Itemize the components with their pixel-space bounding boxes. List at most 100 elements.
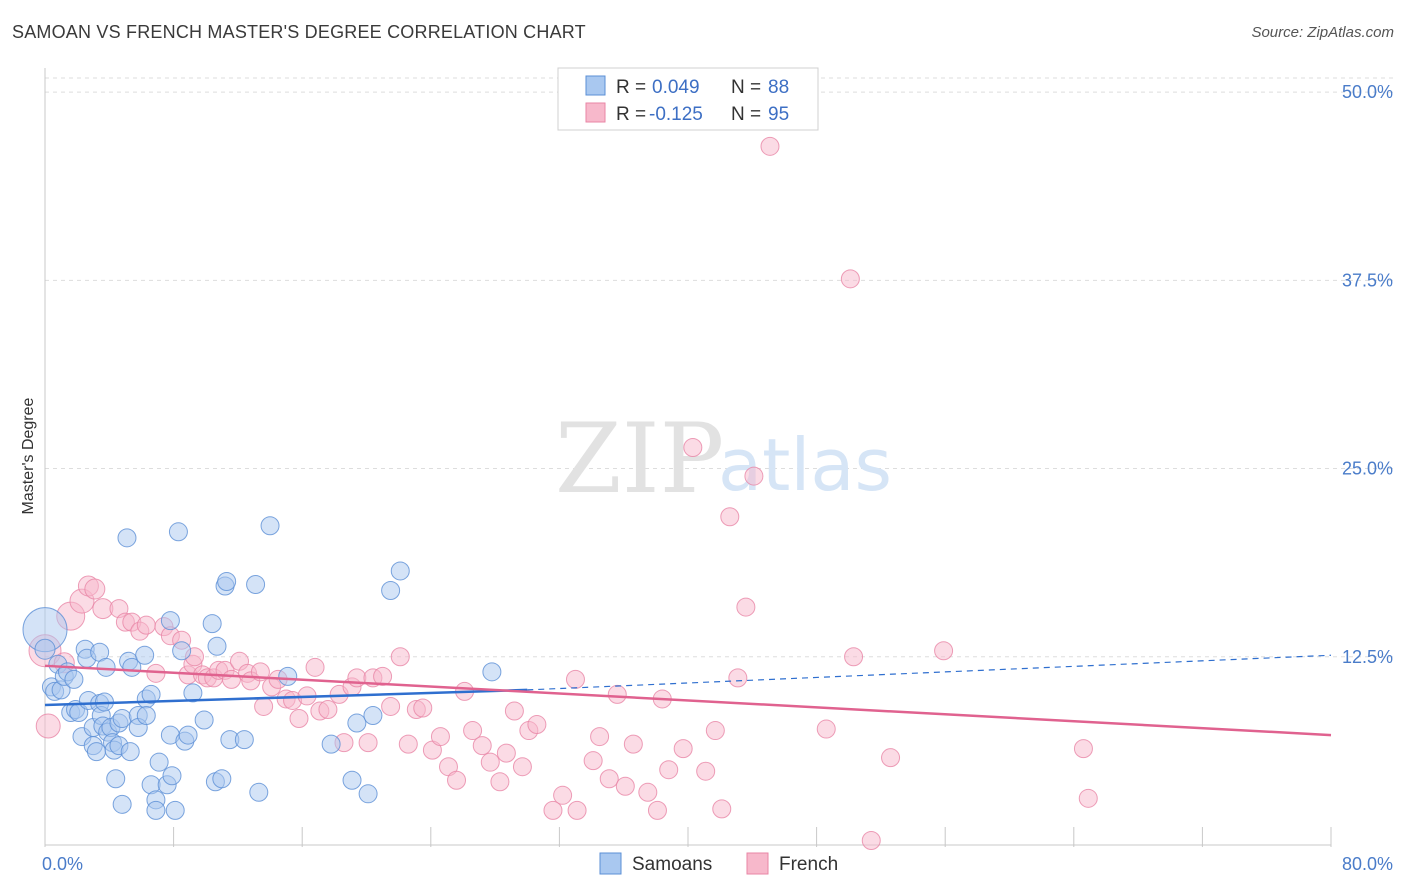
samoans-point-73: [347, 713, 367, 733]
samoans-point-46: [146, 800, 166, 820]
samoans-point-72: [342, 770, 362, 790]
french-point-69: [567, 800, 587, 820]
samoans-point-18: [86, 742, 106, 762]
watermark-atlas: atlas: [718, 423, 892, 507]
french-point-79: [659, 760, 679, 780]
french-point-51: [413, 698, 433, 718]
samoans-trend-line: [44, 688, 528, 707]
samoans-point-47: [149, 752, 169, 772]
french-point-91: [844, 647, 864, 667]
watermark: ZIP atlas: [555, 403, 892, 515]
legend-n-value-samoans: 88: [768, 77, 789, 98]
french-point-59: [480, 752, 500, 772]
legend-swatch-samoans: [585, 75, 606, 96]
bottom-legend-swatch-french: [746, 852, 769, 875]
french-point-82: [696, 761, 716, 781]
french-point-60: [490, 772, 510, 792]
french-point-1: [35, 713, 61, 739]
samoans-point-40: [135, 645, 155, 665]
x-tick-label-1: 80.0%: [1342, 854, 1393, 874]
samoans-point-9: [64, 669, 84, 689]
french-point-37: [305, 657, 325, 677]
samoans-point-64: [217, 571, 237, 591]
french-point-83: [705, 721, 725, 741]
french-point-75: [623, 734, 643, 754]
y-axis-title: Master's Degree: [20, 397, 37, 514]
french-point-61: [496, 743, 516, 763]
french-point-92: [840, 269, 860, 289]
french-point-80: [673, 739, 693, 759]
french-point-6: [84, 578, 106, 600]
french-point-72: [599, 769, 619, 789]
legend-r-label-french: R =: [616, 104, 646, 125]
french-point-49: [398, 734, 418, 754]
samoans-point-77: [390, 561, 410, 581]
french-point-70: [583, 751, 603, 771]
french-point-85: [720, 507, 740, 527]
samoans-point-78: [482, 662, 502, 682]
legend-n-label-samoans: N =: [731, 77, 761, 98]
french-point-58: [472, 736, 492, 756]
french-point-46: [373, 666, 393, 686]
x-tick-label-0: 0.0%: [42, 854, 83, 874]
french-point-95: [934, 641, 954, 661]
french-point-30: [254, 696, 274, 716]
french-point-73: [607, 684, 627, 704]
french-point-87: [736, 597, 756, 617]
french-point-71: [590, 727, 610, 747]
samoans-point-69: [260, 516, 280, 536]
y-tick-label-1: 25.0%: [1342, 459, 1393, 479]
french-point-53: [430, 727, 450, 747]
samoans-point-58: [194, 710, 214, 730]
y-tick-labels: 12.5% 25.0% 37.5% 50.0%: [1342, 82, 1393, 667]
samoans-point-52: [165, 800, 185, 820]
y-tick-label-0: 12.5%: [1342, 647, 1393, 667]
samoans-point-74: [358, 784, 378, 804]
legend-r-value-french: -0.125: [649, 104, 703, 125]
legend-n-label-french: N =: [731, 104, 761, 125]
samoans-point-71: [321, 734, 341, 754]
samoans-point-36: [120, 742, 140, 762]
samoans-point-24: [96, 657, 116, 677]
french-trend-line: [44, 664, 1332, 737]
french-point-55: [447, 770, 467, 790]
legend-n-value-french: 95: [768, 104, 789, 125]
french-point-97: [1078, 788, 1098, 808]
french-point-63: [512, 757, 532, 777]
french-point-86: [728, 668, 748, 688]
french-point-62: [504, 701, 524, 721]
samoans-point-57: [183, 683, 203, 703]
french-point-47: [381, 696, 401, 716]
samoans-point-67: [246, 575, 266, 595]
french-point-96: [1073, 739, 1093, 759]
chart-source: Source: ZipAtlas.com: [1251, 24, 1394, 41]
samoans-point-76: [381, 581, 401, 601]
samoans-point-70: [278, 666, 298, 686]
y-tick-label-3: 50.0%: [1342, 82, 1393, 102]
french-point-65: [527, 715, 547, 735]
series-samoans-points: [22, 516, 502, 820]
grid-lines: [45, 77, 1393, 658]
french-point-48: [390, 647, 410, 667]
french-point-77: [647, 800, 667, 820]
bottom-legend-label-french: French: [779, 854, 838, 875]
y-tick-label-2: 37.5%: [1342, 270, 1393, 290]
bottom-legend-label-samoans: Samoans: [632, 854, 712, 875]
french-point-39: [318, 699, 338, 719]
x-tick-labels: 0.0% 80.0%: [42, 854, 1393, 874]
samoans-point-51: [162, 766, 182, 786]
french-point-66: [543, 800, 563, 820]
french-point-57: [463, 721, 483, 741]
french-point-84: [712, 799, 732, 819]
samoans-point-66: [234, 730, 254, 750]
french-point-76: [638, 782, 658, 802]
legend-swatch-french: [585, 102, 606, 123]
french-point-25: [221, 669, 241, 689]
samoans-point-68: [249, 782, 269, 802]
french-point-89: [760, 136, 780, 156]
watermark-zip: ZIP: [555, 403, 724, 515]
french-point-81: [683, 437, 703, 457]
samoans-point-62: [212, 769, 232, 789]
samoans-point-59: [202, 614, 222, 634]
